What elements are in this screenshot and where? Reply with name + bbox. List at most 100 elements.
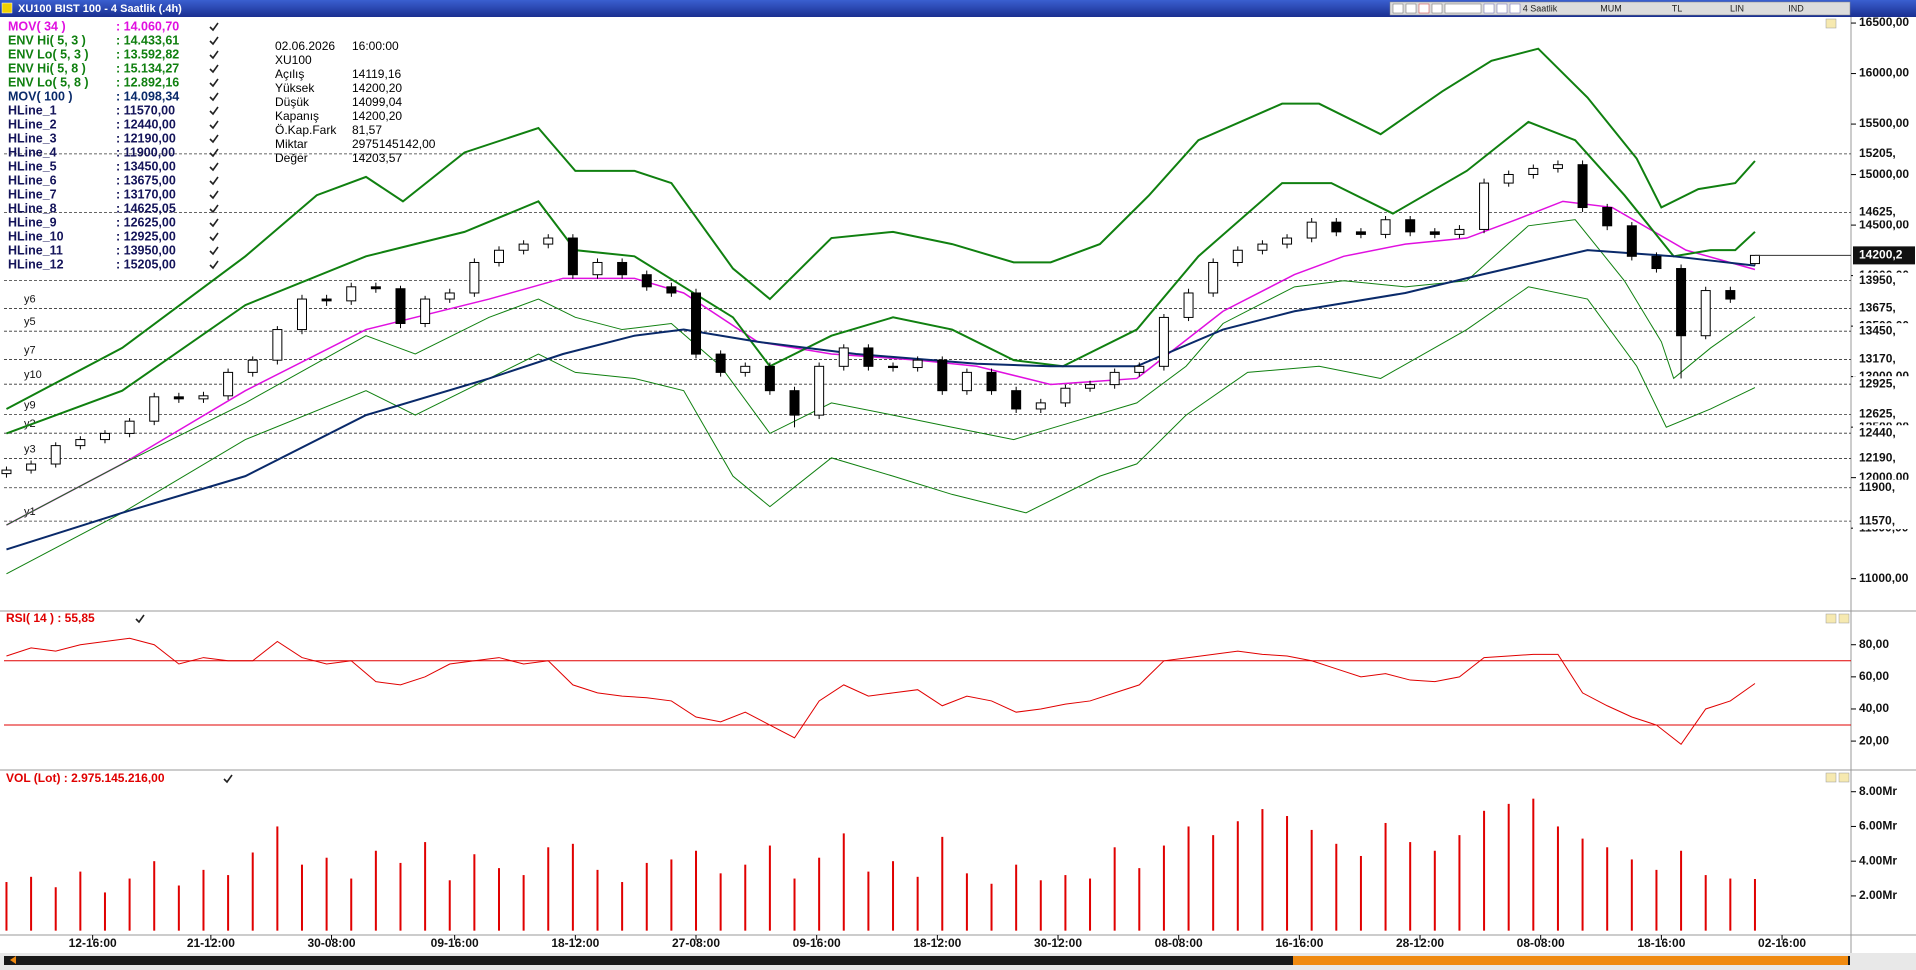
y-tick-label: 11000,00 — [1859, 571, 1909, 585]
legend-value: : 12190,00 — [116, 131, 176, 145]
toolbar-item[interactable]: 4 Saatlik — [1523, 3, 1558, 13]
volume-bar — [227, 875, 230, 931]
candle-body — [493, 249, 504, 263]
indicator-line — [6, 200, 1756, 526]
candle-body — [75, 439, 86, 447]
candle-body — [1552, 164, 1563, 169]
hline-label-box — [1853, 204, 1913, 221]
candle-body — [1035, 402, 1046, 410]
scrollbar-thumb[interactable] — [1293, 956, 1848, 965]
volume-bar — [571, 843, 574, 931]
volume-bar — [1089, 878, 1092, 931]
candle-body — [912, 359, 923, 369]
hline-left-label: y7 — [24, 344, 36, 356]
legend-name: MOV( 100 ) — [8, 89, 73, 103]
info-label: Ö.Kap.Fark — [275, 123, 337, 137]
candle-body — [764, 365, 775, 392]
toolbar-item[interactable]: TL — [1672, 3, 1683, 13]
legend-name: HLine_8 — [8, 201, 57, 215]
volume-bar — [1630, 859, 1633, 931]
candle-body — [1232, 249, 1243, 263]
volume-bar — [621, 882, 624, 931]
volume-bar — [1507, 803, 1510, 931]
candle-body — [838, 347, 849, 367]
legend-value: : 15205,00 — [116, 257, 176, 271]
volume-bar — [1581, 838, 1584, 931]
legend-name: HLine_1 — [8, 103, 57, 117]
volume-bar — [448, 880, 451, 931]
y-tick-label: 15000,00 — [1859, 167, 1909, 181]
volume-bar — [202, 869, 205, 931]
volume-bar — [1680, 850, 1683, 931]
legend-value: : 14.433,61 — [116, 33, 179, 47]
candle-body — [1011, 390, 1022, 410]
candle-body — [469, 261, 480, 294]
hline-label-box — [1853, 479, 1913, 496]
toolbar-item[interactable]: MUM — [1600, 3, 1622, 13]
candle-body — [1282, 237, 1293, 245]
x-tick-label: 08-08:00 — [1155, 936, 1203, 950]
toolbar-icons — [1392, 3, 1521, 14]
volume-bar — [374, 850, 377, 931]
hline-label: 11570, — [1859, 513, 1895, 527]
window-title: XU100 BIST 100 - 4 Saatlik (.4h) — [18, 3, 182, 15]
legend-value: : 12.892,16 — [116, 75, 179, 89]
check-icon — [209, 232, 219, 242]
volume-bar — [300, 864, 303, 931]
legend-value: : 13675,00 — [116, 173, 176, 187]
indicator-line — [6, 120, 1756, 435]
candle-body — [420, 298, 431, 324]
volume-bar — [5, 882, 8, 931]
check-icon — [209, 260, 219, 270]
candle-body — [666, 286, 677, 294]
volume-bar — [1064, 875, 1067, 931]
toolbar-item[interactable]: LIN — [1730, 3, 1744, 13]
volume-bar — [1335, 843, 1338, 931]
volume-bar — [1433, 850, 1436, 931]
x-tick-label: 18-16:00 — [1637, 936, 1685, 950]
candle-body — [1, 469, 12, 475]
info-value: 14203,57 — [352, 151, 402, 165]
hline-label-box — [1853, 351, 1913, 368]
hline-label-box — [1853, 300, 1913, 317]
hline-label: 12440, — [1859, 425, 1896, 439]
candle-body — [1626, 225, 1637, 257]
check-icon — [209, 22, 219, 32]
panel-icons — [1825, 18, 1850, 783]
y-tick-label: 20,00 — [1859, 733, 1889, 747]
volume-bar — [251, 852, 254, 931]
volume-bar — [670, 859, 673, 931]
volume-bar — [1039, 880, 1042, 931]
volume-bar — [990, 883, 993, 931]
volume-bar — [916, 876, 919, 931]
hline-label: 13675, — [1859, 301, 1896, 315]
info-value: 14119,16 — [352, 67, 401, 81]
volume-bar — [153, 861, 156, 931]
candle-body — [272, 329, 283, 361]
candle-body — [346, 286, 357, 302]
candle-body — [1700, 290, 1711, 337]
candle-body — [1454, 228, 1465, 235]
candle-body — [1577, 164, 1588, 209]
info-label: Düşük — [275, 95, 310, 109]
info-date: 02.06.2026 — [275, 39, 335, 53]
y-tick-label: 14500,00 — [1859, 217, 1909, 231]
candle-body — [543, 237, 554, 245]
y-tick-label: 80,00 — [1859, 637, 1889, 651]
candle-body — [814, 365, 825, 416]
volume-bar — [645, 862, 648, 931]
hline-left-label: y3 — [24, 443, 36, 455]
toolbar-item[interactable]: IND — [1788, 3, 1804, 13]
x-tick-label: 18-12:00 — [551, 936, 599, 950]
last-price-label: 14200,2 — [1859, 248, 1903, 262]
legend-name: ENV Lo( 5, 8 ) — [8, 75, 89, 89]
candle-body — [223, 371, 234, 397]
x-tick-label: 18-12:00 — [913, 936, 961, 950]
volume-bar — [842, 833, 845, 931]
volume-bar — [744, 864, 747, 931]
check-icon — [209, 36, 219, 46]
volume-bar — [941, 836, 944, 931]
check-icon — [209, 120, 219, 130]
y-tick-label: 60,00 — [1859, 669, 1889, 683]
